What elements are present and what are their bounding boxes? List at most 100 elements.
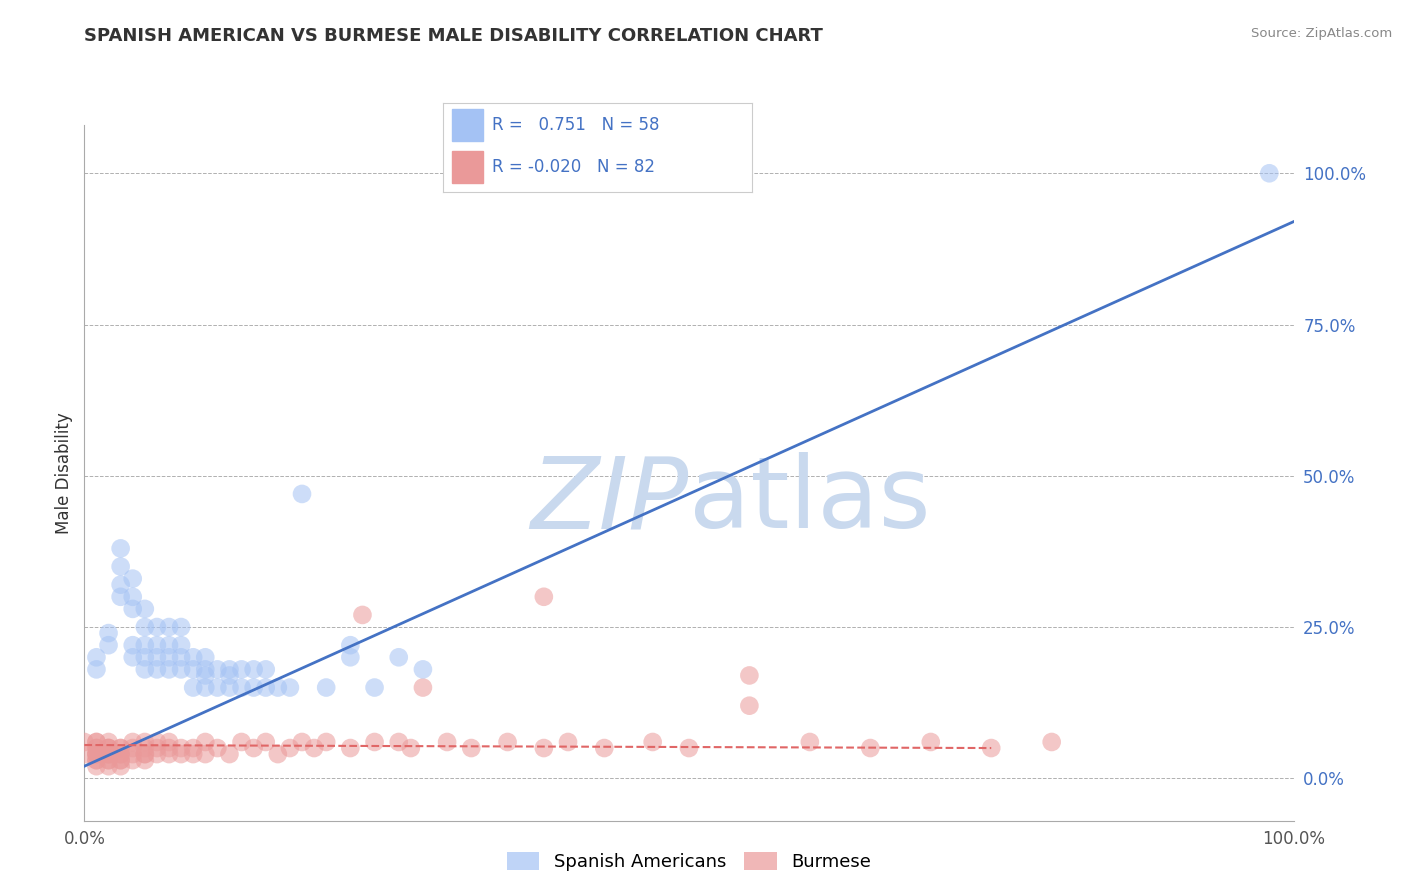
Point (267, 747, 290, 761)
Point (134, 650, 156, 665)
Point (86, 741, 108, 756)
Point (110, 590, 132, 604)
Point (97, 759, 120, 773)
Point (339, 638, 361, 652)
Point (738, 668, 761, 682)
Point (242, 741, 264, 756)
Point (121, 741, 143, 756)
Point (267, 681, 290, 695)
Point (460, 741, 482, 756)
Point (121, 747, 143, 761)
Point (157, 747, 180, 761)
Point (218, 662, 240, 676)
Point (73, 735, 96, 749)
Point (86, 747, 108, 761)
Point (146, 662, 169, 676)
Point (170, 638, 193, 652)
Point (194, 735, 217, 749)
Point (134, 747, 156, 761)
Point (254, 662, 277, 676)
Point (218, 668, 240, 682)
Point (291, 487, 314, 501)
Point (412, 662, 434, 676)
Point (218, 747, 240, 761)
Point (315, 681, 337, 695)
Point (194, 662, 217, 676)
Point (86, 759, 108, 773)
Point (231, 681, 253, 695)
Point (412, 681, 434, 695)
Point (86, 753, 108, 767)
Point (231, 735, 253, 749)
Point (110, 741, 132, 756)
Point (678, 741, 700, 756)
Point (1040, 735, 1063, 749)
Bar (453, 151, 484, 183)
Point (157, 650, 180, 665)
Point (291, 735, 314, 749)
Point (641, 735, 664, 749)
Point (207, 681, 229, 695)
Text: R = -0.020   N = 82: R = -0.020 N = 82 (492, 158, 655, 176)
Point (121, 735, 143, 749)
Point (496, 735, 519, 749)
Point (110, 741, 132, 756)
Point (399, 741, 422, 756)
Point (134, 602, 156, 616)
Point (121, 753, 143, 767)
Point (121, 590, 143, 604)
Point (170, 747, 193, 761)
Point (799, 735, 821, 749)
Text: ZIP: ZIP (530, 452, 689, 549)
Point (157, 620, 180, 634)
Text: atlas: atlas (689, 452, 931, 549)
Point (218, 681, 240, 695)
Point (110, 577, 132, 591)
Point (134, 753, 156, 767)
Point (86, 747, 108, 761)
Point (134, 620, 156, 634)
Point (980, 741, 1002, 756)
Point (242, 681, 264, 695)
Point (302, 741, 325, 756)
Point (339, 741, 361, 756)
Point (97, 753, 120, 767)
Point (533, 590, 555, 604)
Point (278, 681, 301, 695)
Point (738, 698, 761, 713)
Point (121, 572, 143, 586)
Point (134, 735, 156, 749)
Point (97, 747, 120, 761)
Point (146, 620, 169, 634)
Point (363, 735, 385, 749)
Point (278, 741, 301, 756)
Point (97, 741, 120, 756)
Point (170, 650, 193, 665)
Point (194, 747, 217, 761)
Point (146, 650, 169, 665)
Point (110, 753, 132, 767)
Point (194, 668, 217, 682)
Point (242, 662, 264, 676)
Point (859, 741, 882, 756)
Point (207, 741, 229, 756)
Point (181, 747, 204, 761)
Point (352, 607, 374, 622)
Point (194, 681, 217, 695)
Point (146, 735, 169, 749)
Point (593, 741, 616, 756)
Point (121, 602, 143, 616)
Point (920, 735, 942, 749)
Point (157, 735, 180, 749)
Point (97, 741, 120, 756)
Point (254, 681, 277, 695)
Point (110, 541, 132, 556)
Point (181, 681, 204, 695)
Point (97, 638, 120, 652)
Point (170, 620, 193, 634)
Text: SPANISH AMERICAN VS BURMESE MALE DISABILITY CORRELATION CHART: SPANISH AMERICAN VS BURMESE MALE DISABIL… (84, 27, 824, 45)
Bar (453, 109, 484, 141)
Point (86, 735, 108, 749)
Point (388, 650, 411, 665)
Point (157, 662, 180, 676)
